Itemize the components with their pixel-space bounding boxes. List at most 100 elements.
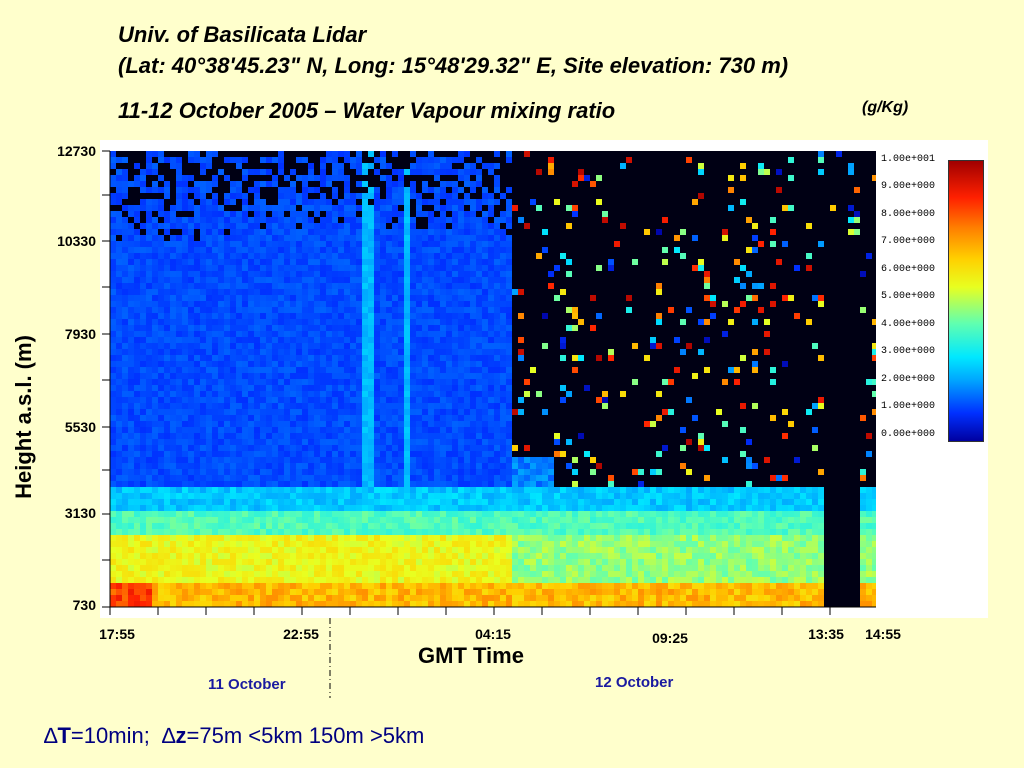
heatmap-cell bbox=[416, 415, 422, 421]
heatmap-cell bbox=[146, 259, 152, 265]
heatmap-cell bbox=[422, 571, 428, 577]
heatmap-cell bbox=[170, 367, 176, 373]
heatmap-cell bbox=[440, 475, 446, 481]
heatmap-cell bbox=[152, 295, 158, 301]
heatmap-cell bbox=[470, 583, 476, 589]
heatmap-cell bbox=[392, 199, 398, 205]
heatmap-cell bbox=[368, 547, 374, 553]
heatmap-cell bbox=[518, 517, 524, 523]
heatmap-cell bbox=[470, 295, 476, 301]
heatmap-cell bbox=[548, 565, 554, 571]
heatmap-cell bbox=[200, 349, 206, 355]
heatmap-cell bbox=[368, 535, 374, 541]
heatmap-cell bbox=[398, 535, 404, 541]
heatmap-cell bbox=[398, 415, 404, 421]
heatmap-cell bbox=[470, 367, 476, 373]
heatmap-cell bbox=[362, 349, 368, 355]
heatmap-cell bbox=[308, 331, 314, 337]
heatmap-cell bbox=[236, 541, 242, 547]
heatmap-cell bbox=[392, 325, 398, 331]
heatmap-cell bbox=[152, 589, 158, 595]
heatmap-cell bbox=[236, 379, 242, 385]
heatmap-cell bbox=[158, 511, 164, 517]
heatmap-cell bbox=[488, 361, 494, 367]
heatmap-cell bbox=[356, 235, 362, 241]
heatmap-cell bbox=[494, 217, 500, 223]
heatmap-cell bbox=[326, 313, 332, 319]
heatmap-cell bbox=[194, 277, 200, 283]
heatmap-cell bbox=[248, 427, 254, 433]
heatmap-cell bbox=[116, 307, 122, 313]
heatmap-cell bbox=[146, 289, 152, 295]
heatmap-cell bbox=[392, 205, 398, 211]
heatmap-cell bbox=[392, 409, 398, 415]
heatmap-cell bbox=[392, 469, 398, 475]
heatmap-cell bbox=[194, 427, 200, 433]
heatmap-cell bbox=[410, 343, 416, 349]
heatmap-cell bbox=[134, 217, 140, 223]
heatmap-cell bbox=[116, 361, 122, 367]
heatmap-cell bbox=[242, 427, 248, 433]
heatmap-cell bbox=[164, 583, 170, 589]
heatmap-cell bbox=[212, 349, 218, 355]
heatmap-cell bbox=[512, 517, 518, 523]
heatmap-cell bbox=[494, 235, 500, 241]
heatmap-cell bbox=[362, 457, 368, 463]
heatmap-cell bbox=[434, 541, 440, 547]
heatmap-cell bbox=[296, 337, 302, 343]
heatmap-cell bbox=[356, 265, 362, 271]
heatmap-cell bbox=[164, 229, 170, 235]
heatmap-cell bbox=[296, 331, 302, 337]
heatmap-cell bbox=[380, 487, 386, 493]
heatmap-cell bbox=[356, 595, 362, 601]
heatmap-cell bbox=[494, 505, 500, 511]
heatmap-cell bbox=[128, 565, 134, 571]
heatmap-cell bbox=[158, 343, 164, 349]
heatmap-cell bbox=[308, 511, 314, 517]
heatmap-cell bbox=[188, 247, 194, 253]
heatmap-cell bbox=[320, 511, 326, 517]
heatmap-cell bbox=[122, 541, 128, 547]
heatmap-cell bbox=[152, 427, 158, 433]
heatmap-cell bbox=[218, 409, 224, 415]
heatmap-cell bbox=[224, 589, 230, 595]
heatmap-cell bbox=[416, 265, 422, 271]
heatmap-cell bbox=[158, 409, 164, 415]
heatmap-cell bbox=[182, 439, 188, 445]
heatmap-cell bbox=[110, 367, 116, 373]
heatmap-cell bbox=[152, 571, 158, 577]
heatmap-cell bbox=[182, 175, 188, 181]
heatmap-cell bbox=[434, 319, 440, 325]
heatmap-cell bbox=[512, 577, 518, 583]
heatmap-cell bbox=[200, 259, 206, 265]
heatmap-cell bbox=[242, 391, 248, 397]
heatmap-cell bbox=[350, 205, 356, 211]
heatmap-cell bbox=[302, 541, 308, 547]
heatmap-cell bbox=[134, 481, 140, 487]
heatmap-cell bbox=[332, 523, 338, 529]
heatmap-cell bbox=[194, 313, 200, 319]
heatmap-cell bbox=[278, 343, 284, 349]
heatmap-cell bbox=[344, 451, 350, 457]
heatmap-cell bbox=[380, 433, 386, 439]
heatmap-cell bbox=[398, 211, 404, 217]
heatmap-cell bbox=[248, 241, 254, 247]
heatmap-cell bbox=[416, 259, 422, 265]
heatmap-cell bbox=[344, 151, 350, 157]
heatmap-cell bbox=[464, 421, 470, 427]
heatmap-cell bbox=[482, 295, 488, 301]
heatmap-cell bbox=[284, 343, 290, 349]
heatmap-cell bbox=[410, 433, 416, 439]
heatmap-cell bbox=[440, 217, 446, 223]
heatmap-cell bbox=[194, 487, 200, 493]
heatmap-cell bbox=[302, 421, 308, 427]
heatmap-cell bbox=[332, 439, 338, 445]
heatmap-cell bbox=[386, 595, 392, 601]
heatmap-cell bbox=[266, 253, 272, 259]
heatmap-cell bbox=[368, 265, 374, 271]
heatmap-cell bbox=[152, 289, 158, 295]
heatmap-cell bbox=[308, 475, 314, 481]
heatmap-cell bbox=[176, 463, 182, 469]
heatmap-cell bbox=[284, 571, 290, 577]
heatmap-cell bbox=[308, 307, 314, 313]
